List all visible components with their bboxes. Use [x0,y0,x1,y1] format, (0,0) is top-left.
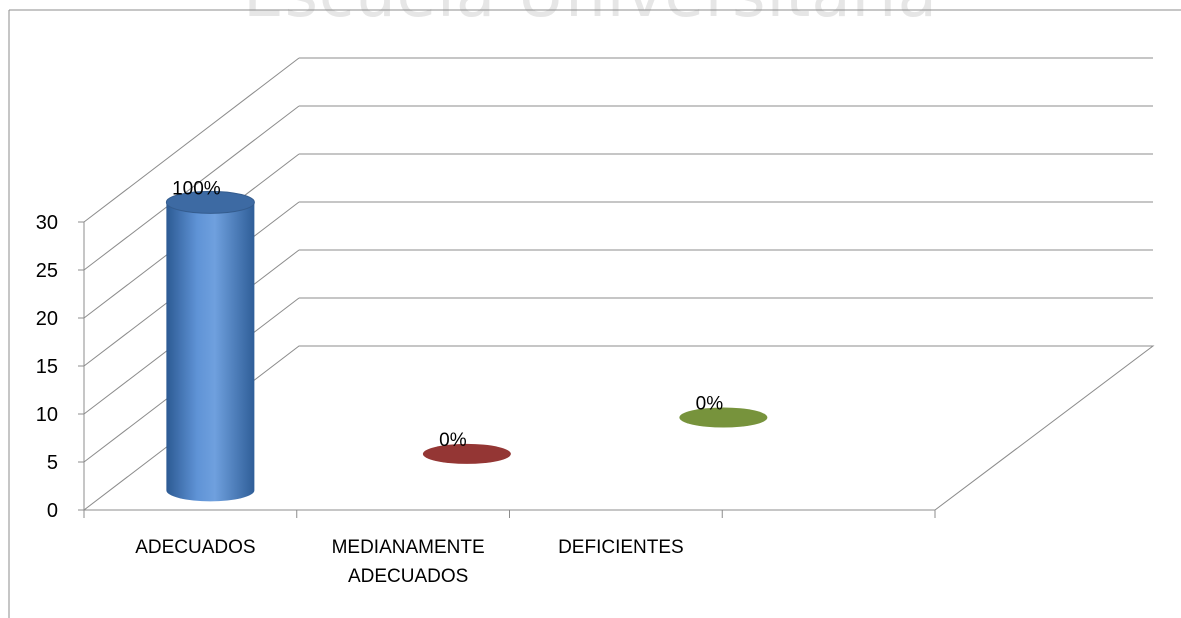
data-label-1: 0% [439,430,467,451]
y-tick-label-5: 5 [47,452,58,474]
bar-body-0 [166,202,255,502]
bar-disc-2 [679,407,768,428]
data-label-2: 0% [696,394,724,415]
gridline-side-30 [83,57,300,223]
y-tick-label-0: 0 [47,500,58,522]
x-axis-categories: ADECUADOS MEDIANAMENTE ADECUADOS DEFICIENTE… [135,537,683,587]
y-tick-label-30: 30 [36,212,58,234]
watermark-text: Escuela Universitaria [0,0,1181,32]
x-category-label-0-0: ADECUADOS [135,537,255,558]
x-category-label-1-0: MEDIANAMENTE [332,537,485,558]
y-tick-label-10: 10 [36,404,58,426]
data-label-0: 100% [172,178,221,199]
axes [78,221,936,518]
bar-disc-1 [422,443,511,464]
y-tick-label-20: 20 [36,308,58,330]
y-axis-ticks: 0 5 10 15 20 25 30 [36,212,58,522]
gridline-side-25 [83,105,300,271]
y-tick-label-25: 25 [36,260,58,282]
gridlines [83,57,1155,511]
x-category-label-2-0: DEFICIENTES [558,537,684,558]
bar-top-0 [165,190,255,214]
bars: 100% 0% 0% [165,178,768,502]
x-category-label-1-1: ADECUADOS [348,566,468,587]
y-tick-label-15: 15 [36,356,58,378]
